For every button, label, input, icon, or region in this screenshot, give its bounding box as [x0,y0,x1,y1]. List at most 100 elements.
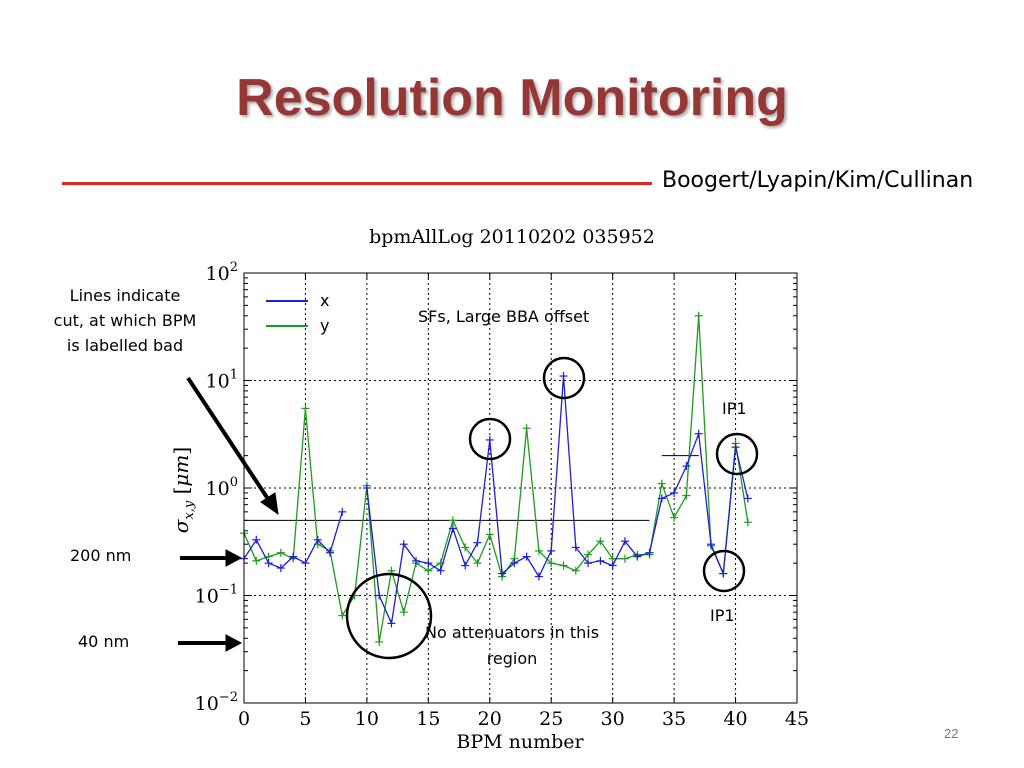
x-tick-label: 45 [785,708,809,730]
series-x-point [694,429,703,438]
no-attenuators-annotation: No attenuators in this region [424,623,600,668]
series-x-point [326,548,335,557]
x-tick-label: 10 [355,708,379,730]
series-x-point [473,538,482,547]
ip1-top-annotation: IP1 [722,399,747,418]
series-layer [240,311,752,646]
series-y-point [620,554,629,563]
series-x-point [584,559,593,568]
series-x-point [412,556,421,565]
highlight-circles [345,356,759,660]
series-x-line [366,376,749,626]
series-y-point [571,566,580,575]
arrow-200nm-head [225,549,243,567]
y-tick-label: 102 [206,260,238,285]
series-x-point [571,543,580,552]
series-y-line [243,315,749,643]
y-tick-label: 10−2 [195,690,238,715]
series-x-point [731,443,740,452]
series-x-point [719,569,728,578]
series-x-point [743,494,752,503]
slide-title: Resolution Monitoring [236,69,788,127]
series-x-point [485,435,494,444]
title-rule [62,182,652,185]
x-tick-label: 30 [601,708,625,730]
series-y-point [547,559,556,568]
series-x-point [706,540,715,549]
x-tick-label: 20 [478,708,502,730]
series-y-point [584,550,593,559]
highlight-circle-bpm20 [468,417,512,461]
series-x-point [510,559,519,568]
series-y-point [657,479,666,488]
legend: x y [266,291,329,335]
highlight-circle-attenuators [345,572,433,660]
series-y-point [682,491,691,500]
series-x-point [276,564,285,573]
series-y-point [399,608,408,617]
series-x-point [313,535,322,544]
cut-lines-annotation: Lines indicate cut, at which BPM is labe… [53,286,197,355]
series-x-point [596,556,605,565]
series-y-point [534,546,543,555]
page-number: 22 [944,726,959,741]
annotation-40nm: 40 nm [78,632,130,651]
arrow-40nm-head [225,634,243,652]
x-tick-label: 25 [539,708,563,730]
y-axis-label: σx,y [μm] [169,447,197,533]
x-axis-label: BPM number [456,731,584,753]
series-y-point [694,311,703,320]
y-tick-label: 101 [206,368,238,393]
sfs-annotation: SFs, Large BBA offset [418,307,590,326]
authors-label: Boogert/Lyapin/Kim/Cullinan [662,168,974,193]
series-y-point [252,556,261,565]
series-x-point [375,591,384,600]
series-x-point [547,546,556,555]
legend-label-x: x [320,291,329,310]
annotation-200nm: 200 nm [70,546,132,565]
series-y-point [448,516,457,525]
x-tick-label: 40 [723,708,747,730]
series-x-point [264,559,273,568]
series-x-point [362,484,371,492]
highlight-circle-ip1-bottom [702,549,746,593]
series-y-point [424,566,433,575]
series-x-point [338,507,347,516]
y-tick-label: 10−1 [195,583,238,608]
x-tick-label: 0 [238,708,250,730]
ip1-bottom-annotation: IP1 [710,606,735,625]
series-y-point [670,513,679,522]
series-x-point [498,569,507,578]
highlight-circle-bpm26 [542,356,586,400]
series-x-point [448,524,457,533]
ticks: 0 5 10 15 20 25 30 35 40 45 10−2 10−1 100 101 102 [195,260,809,730]
series-x-point [522,552,531,561]
chart-title: bpmAllLog 20110202 035952 [369,226,655,248]
legend-label-y: y [320,316,329,335]
series-x-point [289,552,298,561]
series-x-point [620,537,629,546]
series-x-point [657,494,666,503]
series-x-point [387,619,396,628]
series-x-point [399,540,408,549]
cut-arrow-line [186,376,272,504]
series-y-point [301,404,310,413]
highlight-circle-ip1-top [715,432,759,476]
series-y-point [338,611,347,620]
series-x-point [301,559,310,568]
x-tick-label: 35 [662,708,686,730]
series-y-point [559,561,568,570]
series-y-point [375,637,384,646]
series-x-point [608,561,617,570]
series-x-point [534,572,543,581]
series-x-point [633,552,642,561]
series-x-point [436,566,445,575]
series-y-point [608,554,617,563]
arrows [178,376,279,652]
series-y-point [473,559,482,568]
cut-arrow-head [260,492,279,516]
series-x-point [670,488,679,497]
series-x-point [461,561,470,570]
series-x-point [645,548,654,557]
